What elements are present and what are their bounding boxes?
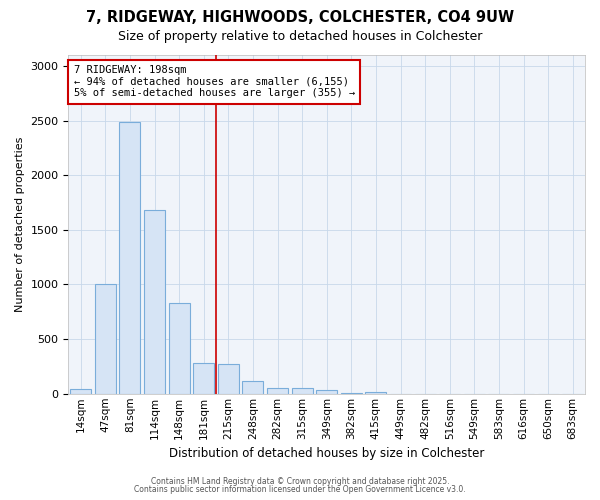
X-axis label: Distribution of detached houses by size in Colchester: Distribution of detached houses by size … (169, 447, 484, 460)
Text: Contains HM Land Registry data © Crown copyright and database right 2025.: Contains HM Land Registry data © Crown c… (151, 477, 449, 486)
Bar (169, 303, 190, 394)
Bar (341, 393, 362, 394)
Bar (242, 381, 263, 394)
Text: 7 RIDGEWAY: 198sqm
← 94% of detached houses are smaller (6,155)
5% of semi-detac: 7 RIDGEWAY: 198sqm ← 94% of detached hou… (74, 65, 355, 98)
Bar (119, 122, 140, 394)
Bar (292, 388, 313, 394)
Bar (95, 284, 116, 394)
Y-axis label: Number of detached properties: Number of detached properties (15, 136, 25, 312)
Bar (70, 390, 91, 394)
Bar (267, 388, 288, 394)
Bar (218, 364, 239, 394)
Bar (365, 392, 386, 394)
Bar (144, 210, 165, 394)
Text: Contains public sector information licensed under the Open Government Licence v3: Contains public sector information licen… (134, 485, 466, 494)
Bar (193, 363, 214, 394)
Bar (316, 390, 337, 394)
Text: 7, RIDGEWAY, HIGHWOODS, COLCHESTER, CO4 9UW: 7, RIDGEWAY, HIGHWOODS, COLCHESTER, CO4 … (86, 10, 514, 25)
Text: Size of property relative to detached houses in Colchester: Size of property relative to detached ho… (118, 30, 482, 43)
